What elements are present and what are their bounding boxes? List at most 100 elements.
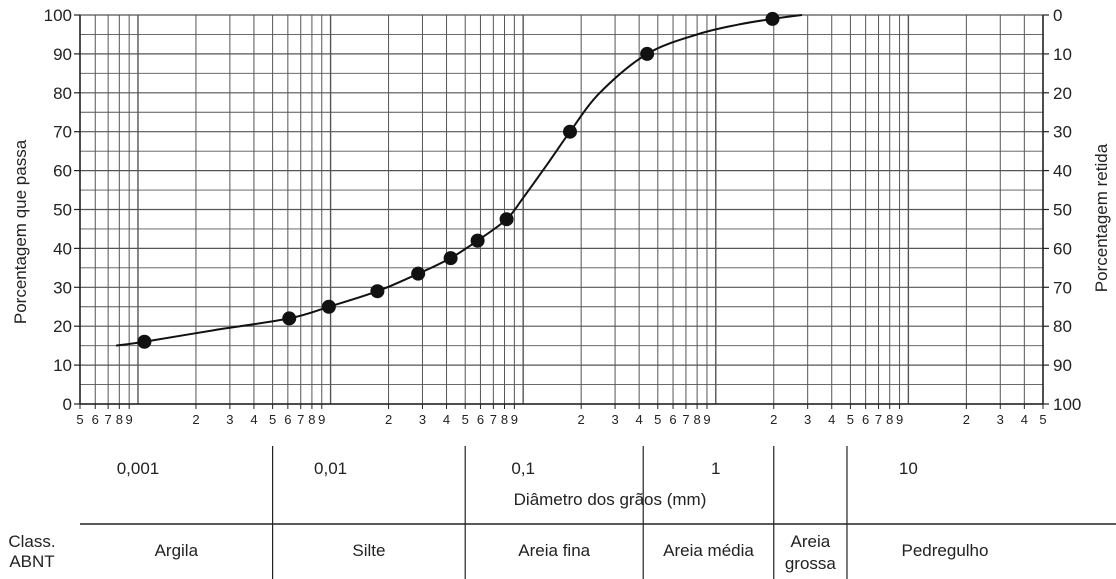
- x-minor-tick-label: 4: [636, 412, 643, 427]
- x-minor-tick-label: 5: [76, 412, 83, 427]
- x-minor-tick-label: 9: [511, 412, 518, 427]
- y-left-tick-label: 80: [53, 84, 72, 103]
- data-point: [321, 299, 336, 314]
- x-minor-tick-label: 8: [693, 412, 700, 427]
- x-minor-tick-label: 2: [385, 412, 392, 427]
- x-minor-tick-label: 4: [250, 412, 257, 427]
- data-point: [411, 266, 426, 281]
- x-minor-tick-label: 6: [862, 412, 869, 427]
- decade-label: 0,001: [117, 459, 160, 478]
- x-minor-tick-label: 2: [770, 412, 777, 427]
- y-right-tick-label: 50: [1053, 201, 1072, 220]
- data-point: [282, 311, 297, 326]
- x-minor-tick-label: 7: [875, 412, 882, 427]
- classification-label: Areia: [791, 532, 831, 551]
- x-minor-tick-label: 9: [896, 412, 903, 427]
- decade-label: 10: [899, 459, 918, 478]
- data-point: [640, 46, 655, 61]
- x-minor-tick-label: 5: [847, 412, 854, 427]
- classification-label: Silte: [352, 541, 385, 560]
- y-right-tick-label: 20: [1053, 84, 1072, 103]
- data-point: [499, 212, 514, 227]
- y-left-tick-label: 10: [53, 356, 72, 375]
- y-right-tick-label: 40: [1053, 162, 1072, 181]
- y-left-tick-label: 40: [53, 239, 72, 258]
- y-right-tick-label: 60: [1053, 239, 1072, 258]
- x-minor-tick-label: 4: [828, 412, 835, 427]
- x-minor-tick-label: 7: [105, 412, 112, 427]
- decade-label: 1: [711, 459, 720, 478]
- x-minor-tick-label: 3: [804, 412, 811, 427]
- classification-table: Class.ABNT Argila Silte Areia fina Areia méd…: [8, 446, 1116, 579]
- y-left-tick-label: 100: [44, 6, 72, 25]
- data-point: [443, 251, 458, 266]
- x-minor-tick-label: 6: [669, 412, 676, 427]
- x-minor-tick-label: 3: [997, 412, 1004, 427]
- x-minor-tick-label: 9: [318, 412, 325, 427]
- y-left-tick-label: 90: [53, 45, 72, 64]
- x-minor-tick-label: 5: [654, 412, 661, 427]
- classification-label: Argila: [155, 541, 199, 560]
- x-minor-tick-label: 5: [462, 412, 469, 427]
- grading-curve-layer: [115, 14, 803, 347]
- x-minor-tick-label: 8: [501, 412, 508, 427]
- classification-title: ABNT: [9, 552, 54, 571]
- y-right-tick-label: 0: [1053, 6, 1062, 25]
- chart-grid: [79, 14, 1044, 405]
- x-minor-tick-label: 6: [92, 412, 99, 427]
- y-left-tick-label: 50: [53, 201, 72, 220]
- x-minor-tick-label: 3: [226, 412, 233, 427]
- y-axis-right-title: Porcentagem retida: [1092, 143, 1111, 292]
- x-minor-tick-label: 9: [703, 412, 710, 427]
- x-minor-tick-label: 6: [477, 412, 484, 427]
- y-right-tick-label: 30: [1053, 123, 1072, 142]
- x-minor-tick-label: 5: [269, 412, 276, 427]
- data-point: [370, 284, 385, 299]
- decade-label: 0,01: [314, 459, 347, 478]
- x-minor-tick-label: 2: [192, 412, 199, 427]
- y-left-tick-label: 0: [63, 395, 72, 414]
- y-left-tick-label: 30: [53, 278, 72, 297]
- data-point: [470, 233, 485, 248]
- y-right-tick-label: 10: [1053, 45, 1072, 64]
- classification-label: grossa: [785, 554, 837, 573]
- data-point: [765, 11, 780, 26]
- y-right-tick-label: 100: [1053, 395, 1081, 414]
- y-right-tick-label: 90: [1053, 356, 1072, 375]
- decade-labels: 0,001 0,01 0,1 1 10: [117, 459, 918, 478]
- x-minor-tick-label: 3: [611, 412, 618, 427]
- x-minor-tick-label: 2: [578, 412, 585, 427]
- x-minor-tick-label: 5: [1039, 412, 1046, 427]
- x-minor-tick-label: 8: [308, 412, 315, 427]
- x-minor-tick-label: 7: [682, 412, 689, 427]
- decade-label: 0,1: [511, 459, 535, 478]
- x-minor-tick-label: 2: [963, 412, 970, 427]
- x-minor-tick-label: 9: [126, 412, 133, 427]
- x-minor-tick-label: 8: [116, 412, 123, 427]
- x-minor-tick-label: 6: [284, 412, 291, 427]
- y-axis-left: 0 10 20 30 40 50 60 70 80 90 100: [44, 6, 80, 414]
- x-minor-tick-label: 4: [443, 412, 450, 427]
- classification-label: Areia fina: [518, 541, 590, 560]
- x-minor-tick-label: 7: [297, 412, 304, 427]
- y-right-tick-label: 80: [1053, 317, 1072, 336]
- x-minor-tick-label: 4: [1021, 412, 1028, 427]
- y-axis-left-title: Porcentagem que passa: [11, 139, 30, 324]
- data-point: [137, 334, 152, 349]
- y-left-tick-label: 60: [53, 162, 72, 181]
- x-minor-tick-label: 3: [419, 412, 426, 427]
- y-right-tick-label: 70: [1053, 278, 1072, 297]
- classification-label: Areia média: [663, 541, 754, 560]
- x-minor-tick-label: 7: [490, 412, 497, 427]
- x-axis-title: Diâmetro dos grãos (mm): [514, 490, 707, 509]
- x-minor-tick-label: 8: [886, 412, 893, 427]
- classification-label: Pedregulho: [902, 541, 989, 560]
- data-points: [137, 11, 780, 349]
- y-left-tick-label: 20: [53, 317, 72, 336]
- classification-title: Class.: [8, 532, 55, 551]
- grading-curve: [115, 14, 803, 347]
- data-point: [562, 124, 577, 139]
